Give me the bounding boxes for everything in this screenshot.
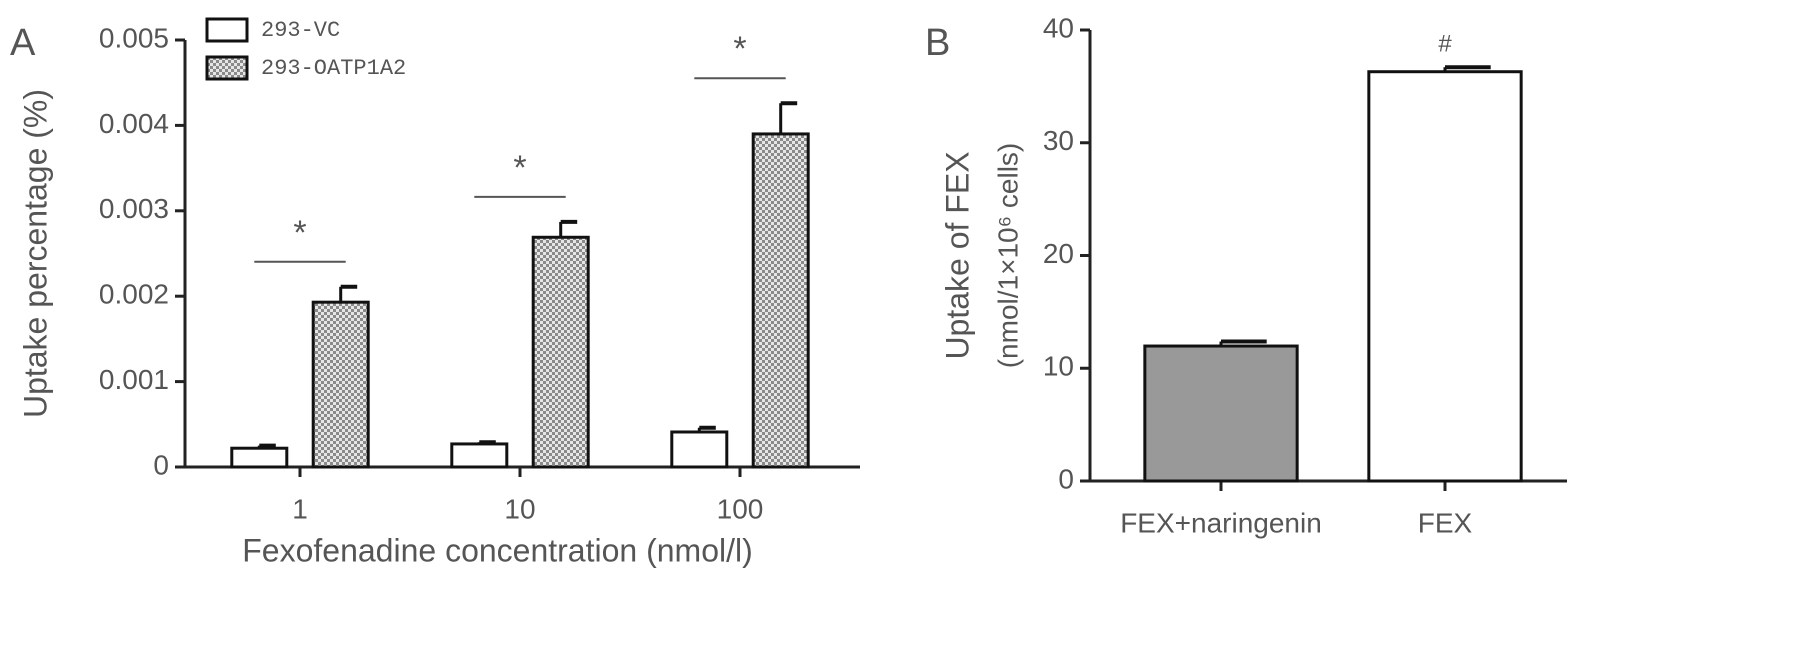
y-axis-label: (nmol/1×10⁶ cells) [992,143,1023,369]
y-tick-label: 0.005 [99,22,169,53]
x-tick-label: 1 [292,493,308,524]
annotation: * [733,30,746,68]
y-tick-label: 0.004 [99,108,169,139]
y-tick-label: 0 [153,449,169,480]
x-tick-label: FEX [1418,507,1473,538]
y-tick-label: 0.003 [99,193,169,224]
bar [1367,70,1523,483]
x-tick-label: 10 [504,493,535,524]
bar [1143,344,1299,483]
x-tick-label: FEX+naringenin [1120,507,1322,538]
annotation: * [293,214,306,252]
y-tick-label: 10 [1043,351,1074,382]
y-tick-label: 40 [1043,12,1074,43]
bar [751,132,810,469]
bar [531,235,590,469]
y-tick-label: 0.001 [99,364,169,395]
bar [450,442,509,469]
bar [311,300,370,469]
bar [230,446,289,469]
y-axis-label: Uptake percentage (%) [17,89,53,418]
x-tick-label: 100 [717,493,764,524]
panel-label: B [925,22,950,64]
y-tick-label: 30 [1043,125,1074,156]
y-tick-label: 0 [1058,463,1074,494]
annotation: # [1438,31,1452,58]
legend-swatch [205,55,249,81]
x-axis-label: Fexofenadine concentration (nmol/l) [242,532,753,568]
y-axis-label: Uptake of FEX [939,151,975,359]
panel-label: A [10,22,36,64]
annotation: * [513,149,526,187]
y-tick-label: 0.002 [99,279,169,310]
bar [670,430,729,469]
legend-label: 293-VC [261,18,340,43]
legend-label: 293-OATP1A2 [261,56,406,81]
legend-swatch [205,17,249,43]
y-tick-label: 20 [1043,238,1074,269]
